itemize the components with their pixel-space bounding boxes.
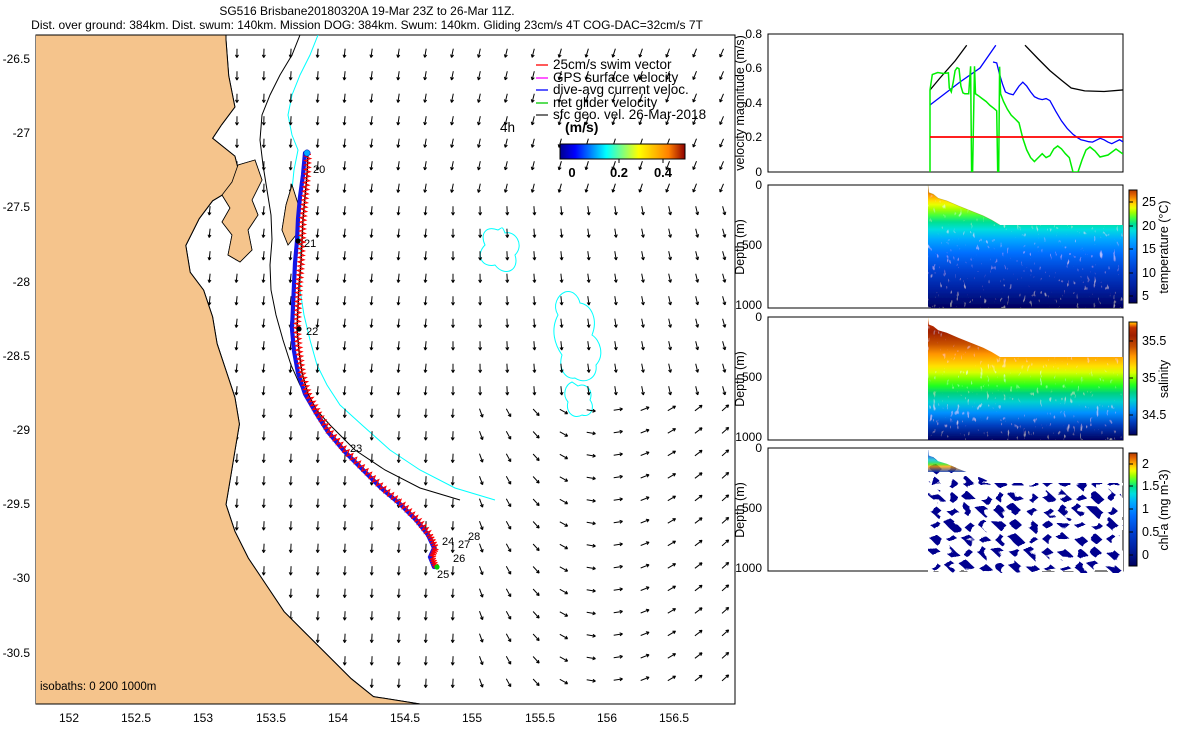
svg-text:velocity magnitude (m/s): velocity magnitude (m/s)	[733, 35, 747, 170]
svg-text:-28: -28	[13, 275, 31, 289]
svg-text:10: 10	[1142, 266, 1156, 280]
svg-text:154.5: 154.5	[390, 711, 420, 725]
svg-text:0: 0	[1142, 548, 1149, 562]
svg-text:21: 21	[304, 238, 316, 250]
svg-text:Depth (m): Depth (m)	[733, 351, 747, 407]
svg-text:-30.5: -30.5	[3, 646, 31, 660]
svg-text:-29.5: -29.5	[3, 497, 31, 511]
svg-text:isobaths: 0 200 1000m: isobaths: 0 200 1000m	[40, 681, 156, 693]
svg-text:26: 26	[453, 553, 465, 565]
svg-text:0: 0	[755, 165, 762, 179]
svg-text:0.4: 0.4	[654, 165, 673, 180]
svg-text:25: 25	[1142, 195, 1156, 209]
svg-text:152: 152	[59, 711, 79, 725]
svg-text:34.5: 34.5	[1142, 408, 1166, 422]
svg-text:-29: -29	[13, 423, 31, 437]
svg-text:Dist. over ground: 384km. Dist: Dist. over ground: 384km. Dist. swum: 14…	[31, 18, 703, 32]
svg-text:-30: -30	[13, 571, 31, 585]
svg-text:-27.5: -27.5	[3, 200, 31, 214]
svg-text:22: 22	[306, 326, 318, 338]
svg-text:(m/s): (m/s)	[565, 119, 598, 135]
svg-text:20: 20	[1142, 219, 1156, 233]
svg-text:156: 156	[597, 711, 617, 725]
svg-text:154: 154	[328, 711, 348, 725]
svg-text:temperature (°C): temperature (°C)	[1157, 200, 1171, 293]
svg-text:15: 15	[1142, 242, 1156, 256]
svg-text:0: 0	[755, 310, 762, 324]
svg-text:0.2: 0.2	[610, 165, 628, 180]
svg-text:2: 2	[1142, 457, 1149, 471]
svg-text:-26.5: -26.5	[3, 52, 31, 66]
svg-text:25: 25	[437, 569, 449, 581]
svg-text:0: 0	[755, 178, 762, 192]
svg-text:35: 35	[1142, 371, 1156, 385]
svg-text:35.5: 35.5	[1142, 334, 1166, 348]
svg-text:Depth (m): Depth (m)	[733, 219, 747, 275]
svg-text:23: 23	[350, 443, 362, 455]
svg-text:-27: -27	[13, 126, 31, 140]
svg-text:1000: 1000	[735, 561, 762, 575]
svg-text:Depth (m): Depth (m)	[733, 482, 747, 538]
svg-text:152.5: 152.5	[121, 711, 151, 725]
svg-text:5: 5	[1142, 289, 1149, 303]
svg-text:1: 1	[1142, 502, 1149, 516]
svg-text:0.2: 0.2	[745, 130, 762, 144]
svg-text:24: 24	[442, 536, 454, 548]
svg-text:0.8: 0.8	[745, 27, 762, 41]
svg-text:0: 0	[755, 441, 762, 455]
svg-text:20: 20	[313, 164, 325, 176]
svg-text:-28.5: -28.5	[3, 349, 31, 363]
svg-text:155: 155	[462, 711, 482, 725]
svg-text:4h: 4h	[500, 120, 515, 135]
svg-text:153: 153	[193, 711, 213, 725]
svg-text:153.5: 153.5	[256, 711, 286, 725]
svg-text:salinity: salinity	[1157, 359, 1171, 398]
svg-text:0: 0	[568, 165, 575, 180]
svg-text:155.5: 155.5	[525, 711, 555, 725]
svg-text:0.4: 0.4	[745, 96, 762, 110]
svg-text:28: 28	[468, 531, 480, 543]
svg-text:156.5: 156.5	[659, 711, 689, 725]
svg-text:chl-a (mg m-3): chl-a (mg m-3)	[1157, 469, 1171, 550]
svg-text:SG516 Brisbane20180320A 19-Mar: SG516 Brisbane20180320A 19-Mar 23Z to 26…	[219, 4, 514, 18]
svg-text:0.6: 0.6	[745, 61, 762, 75]
